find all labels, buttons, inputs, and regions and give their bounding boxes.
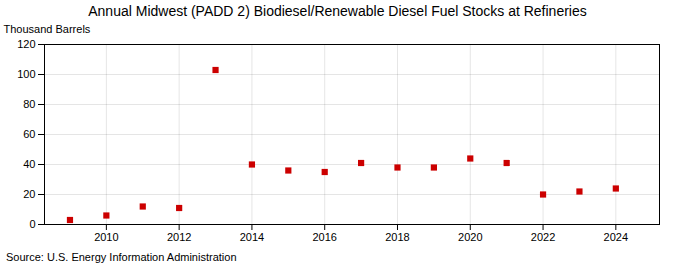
svg-text:60: 60 bbox=[23, 128, 35, 140]
svg-text:2010: 2010 bbox=[94, 231, 118, 243]
svg-text:0: 0 bbox=[29, 218, 35, 230]
svg-text:2018: 2018 bbox=[385, 231, 409, 243]
svg-text:120: 120 bbox=[17, 38, 35, 50]
svg-text:2024: 2024 bbox=[604, 231, 628, 243]
svg-text:2020: 2020 bbox=[458, 231, 482, 243]
svg-text:2016: 2016 bbox=[312, 231, 336, 243]
svg-text:20: 20 bbox=[23, 188, 35, 200]
svg-text:2022: 2022 bbox=[531, 231, 555, 243]
svg-text:Thousand Barrels: Thousand Barrels bbox=[4, 23, 91, 35]
html-text:Annual Midwest (PADD 2) Biodie: Annual Midwest (PADD 2) Biodiesel/Renewa… bbox=[88, 3, 587, 19]
svg-text:2014: 2014 bbox=[240, 231, 264, 243]
svg-text:40: 40 bbox=[23, 158, 35, 170]
svg-text:2012: 2012 bbox=[167, 231, 191, 243]
svg-text:80: 80 bbox=[23, 98, 35, 110]
svg-text:100: 100 bbox=[17, 68, 35, 80]
html-text:Source: U.S. Energy Informatio: Source: U.S. Energy Information Administ… bbox=[6, 251, 237, 263]
